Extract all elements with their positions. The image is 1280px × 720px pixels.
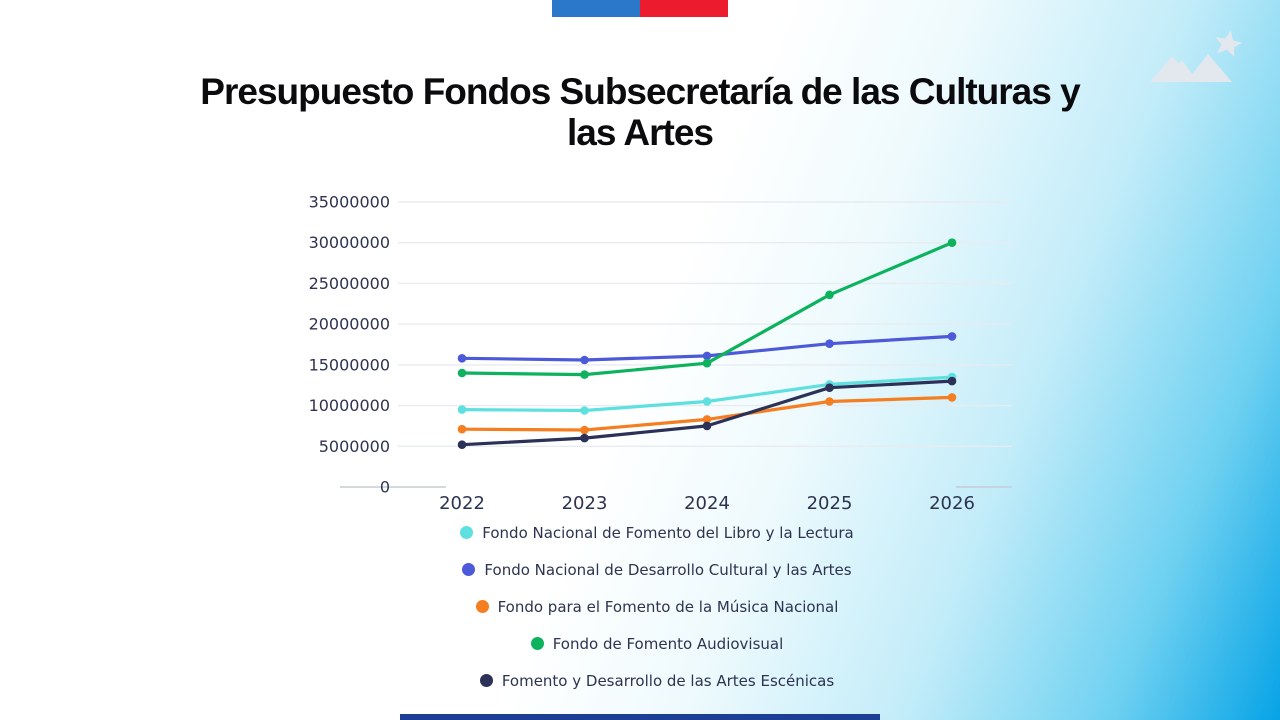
legend-label: Fondo Nacional de Desarrollo Cultural y … (484, 560, 852, 579)
legend-dot-icon (460, 526, 474, 539)
mountain-right (1186, 54, 1232, 82)
title-line-2: las Artes (567, 111, 714, 153)
legend-dot-icon (475, 600, 489, 613)
legend-item: Fondo Nacional de Desarrollo Cultural y … (462, 551, 852, 588)
legend-label: Fondo Nacional de Fomento del Libro y la… (482, 523, 854, 542)
legend-label: Fondo para el Fomento de la Música Nacio… (497, 597, 839, 616)
star (1215, 30, 1243, 57)
legend-dot-icon (462, 563, 476, 576)
svg-text:30000000: 30000000 (309, 233, 390, 252)
chart-legend: Fondo Nacional de Fomento del Libro y la… (317, 514, 997, 699)
legend-label: Fomento y Desarrollo de las Artes Escéni… (501, 671, 835, 690)
svg-text:35000000: 35000000 (309, 193, 390, 212)
legend-item: Fondo para el Fomento de la Música Nacio… (475, 588, 839, 625)
mountains-star-icon (1150, 30, 1243, 82)
svg-text:5000000: 5000000 (319, 437, 390, 456)
legend-dot-icon (530, 637, 544, 650)
flag-red-half (640, 0, 728, 17)
chile-flag-bar (552, 0, 728, 17)
svg-text:25000000: 25000000 (309, 274, 390, 293)
svg-text:2026: 2026 (929, 493, 975, 514)
legend-item: Fondo de Fomento Audiovisual (530, 625, 784, 662)
svg-text:0: 0 (380, 478, 390, 497)
svg-text:2025: 2025 (807, 493, 853, 514)
svg-text:20000000: 20000000 (309, 315, 390, 334)
svg-text:2022: 2022 (439, 493, 485, 514)
svg-text:15000000: 15000000 (309, 355, 390, 374)
page-title: Presupuesto Fondos Subsecretaría de las … (0, 71, 1280, 153)
flag-blue-half (552, 0, 640, 17)
legend-item: Fomento y Desarrollo de las Artes Escéni… (479, 662, 835, 699)
mountain-mid (1164, 60, 1198, 82)
legend-label: Fondo de Fomento Audiovisual (552, 634, 784, 653)
legend-dot-icon (479, 674, 493, 687)
legend-item: Fondo Nacional de Fomento del Libro y la… (460, 514, 854, 551)
svg-text:10000000: 10000000 (309, 396, 390, 415)
title-line-1: Presupuesto Fondos Subsecretaría de las … (200, 71, 1080, 112)
svg-text:2024: 2024 (684, 493, 730, 514)
svg-text:2023: 2023 (562, 493, 608, 514)
footer-accent-bar (400, 714, 880, 720)
